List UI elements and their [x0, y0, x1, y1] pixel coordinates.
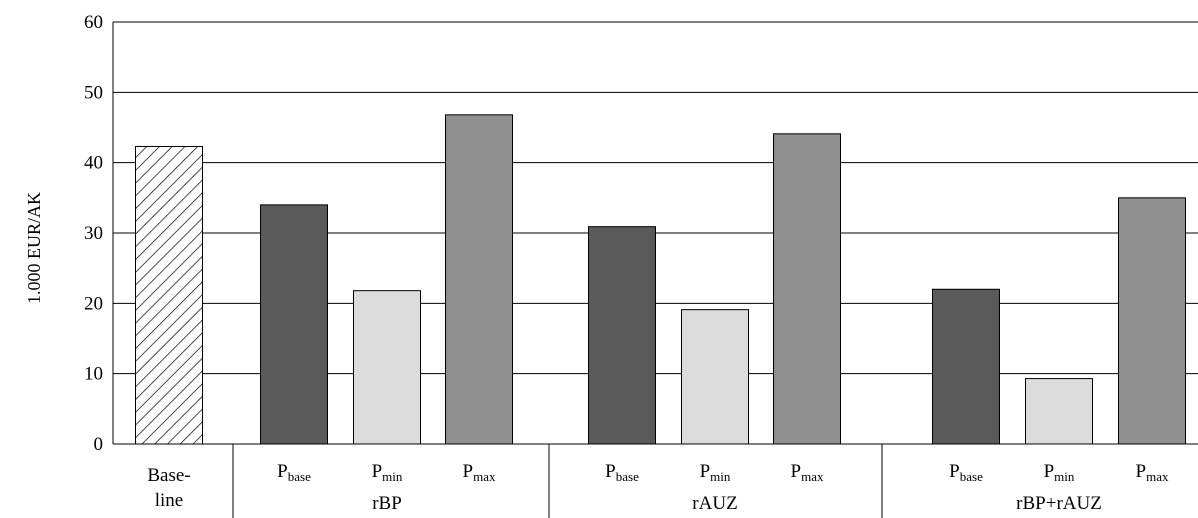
- labels: 0 10 20 30 40 50 60 Base-line Pbase Pmin Pmax Pbase…: [84, 12, 1169, 514]
- bar: [1025, 378, 1093, 445]
- bar: [445, 114, 513, 445]
- x-category-label: Base-: [147, 465, 190, 486]
- y-tick-label: 30: [84, 223, 103, 244]
- y-tick-label: 10: [84, 364, 103, 385]
- x-category-label: Pmax: [463, 461, 496, 484]
- x-category-label: Pmax: [791, 461, 824, 484]
- bar: [773, 133, 841, 445]
- y-tick-label: 40: [84, 153, 103, 174]
- bar: [260, 204, 328, 445]
- bar: [588, 226, 656, 445]
- bars: [135, 114, 1186, 445]
- bar: [1118, 197, 1186, 445]
- x-group-label: rBP: [372, 493, 402, 514]
- x-category-label: line: [155, 490, 184, 511]
- y-tick-label: 0: [94, 434, 104, 455]
- bar: [353, 290, 421, 445]
- bar: [681, 309, 749, 445]
- x-category-label: Pmin: [1044, 461, 1075, 484]
- bar: [932, 288, 1000, 445]
- x-category-label: Pbase: [605, 461, 639, 484]
- x-group-label: rBP+rAUZ: [1016, 493, 1102, 514]
- x-category-label: Pmin: [700, 461, 731, 484]
- y-tick-label: 60: [84, 12, 103, 33]
- bar: [135, 145, 203, 445]
- y-tick-label: 50: [84, 82, 103, 103]
- y-axis-title: 1.000 EUR/AK: [24, 192, 44, 304]
- axes: [112, 22, 1198, 518]
- x-category-label: Pmin: [372, 461, 403, 484]
- y-tick-label: 20: [84, 293, 103, 314]
- x-category-label: Pmax: [1136, 461, 1169, 484]
- x-group-label: rAUZ: [692, 493, 737, 514]
- x-category-label: Pbase: [277, 461, 311, 484]
- x-category-label: Pbase: [949, 461, 983, 484]
